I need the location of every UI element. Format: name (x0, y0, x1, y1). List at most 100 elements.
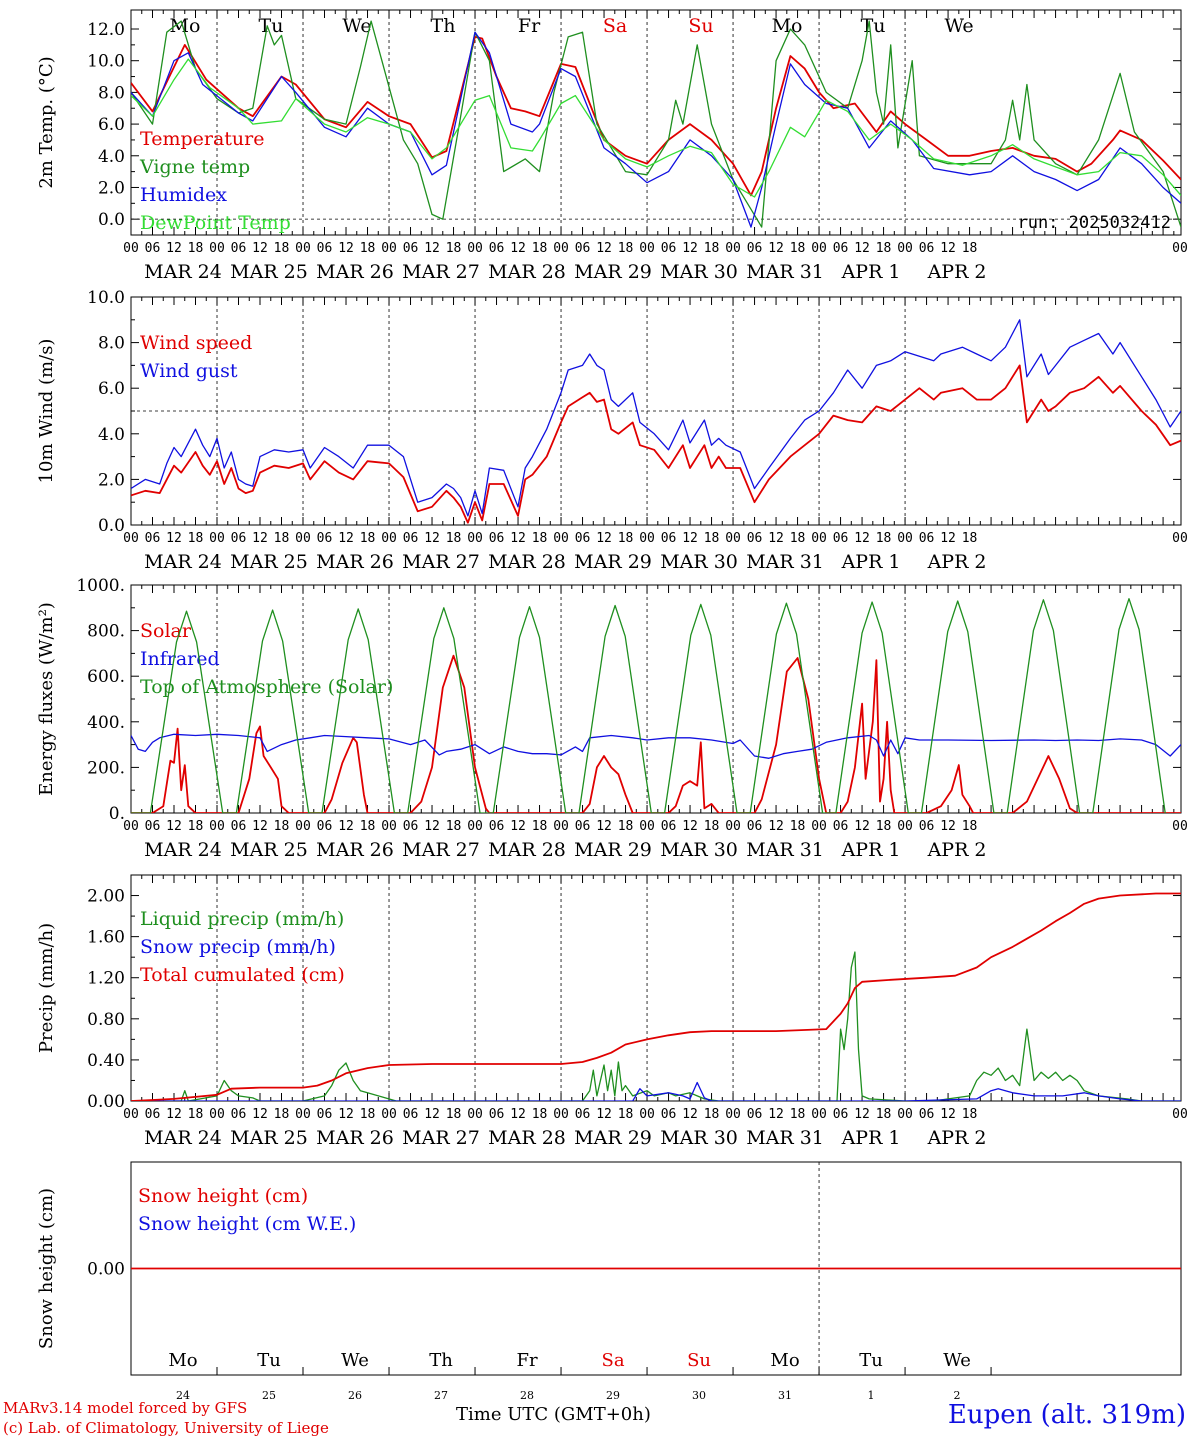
hour-tick-label: 00 (897, 819, 913, 834)
y-tick-label: 600. (87, 667, 125, 687)
hour-tick-label: 12 (768, 819, 784, 834)
date-label: MAR 28 (488, 551, 566, 573)
date-label: MAR 27 (402, 839, 480, 861)
hour-tick-label: 18 (360, 819, 376, 834)
legend-entry: Liquid precip (mm/h) (140, 908, 344, 930)
hour-tick-label: 12 (424, 241, 440, 256)
hour-tick-label: 12 (166, 819, 182, 834)
date-label: MAR 28 (488, 839, 566, 861)
day-number-label: 26 (348, 1389, 362, 1402)
date-label: MAR 24 (144, 1127, 222, 1149)
hour-tick-label: 00 (725, 819, 741, 834)
model-line: MARv3.14 model forced by GFS (3, 1399, 248, 1417)
hour-tick-label: 06 (919, 241, 935, 256)
hour-tick-label: 12 (854, 819, 870, 834)
hour-tick-label: 18 (962, 819, 978, 834)
hour-tick-label: 18 (704, 819, 720, 834)
y-tick-label: 0. (109, 804, 125, 824)
day-number-label: 31 (778, 1389, 792, 1402)
hour-tick-label: 18 (274, 819, 290, 834)
date-label: APR 2 (927, 839, 987, 861)
hour-tick-label: 00 (1172, 241, 1188, 256)
y-tick-label: 2.0 (98, 470, 125, 490)
date-label: MAR 24 (144, 551, 222, 573)
day-name-label: Sa (603, 15, 627, 37)
hour-tick-label: 18 (360, 1107, 376, 1122)
series-line-red (131, 36, 1181, 197)
y-tick-label: 0.00 (87, 1260, 125, 1280)
hour-tick-label: 18 (532, 819, 548, 834)
hour-tick-label: 06 (145, 819, 161, 834)
hour-tick-label: 18 (876, 241, 892, 256)
hour-tick-label: 12 (768, 531, 784, 546)
hour-tick-label: 18 (188, 531, 204, 546)
y-axis-label: 2m Temp. (°C) (36, 56, 57, 188)
hour-tick-label: 06 (489, 241, 505, 256)
hour-tick-label: 18 (962, 531, 978, 546)
hour-tick-label: 00 (897, 241, 913, 256)
hour-tick-label: 18 (876, 1107, 892, 1122)
hour-tick-label: 18 (790, 819, 806, 834)
hour-tick-label: 06 (833, 531, 849, 546)
hour-tick-label: 00 (123, 819, 139, 834)
date-label: MAR 24 (144, 839, 222, 861)
date-label: MAR 31 (746, 1127, 824, 1149)
day-name-label: Su (687, 1350, 711, 1371)
hour-tick-label: 00 (639, 531, 655, 546)
series-line-blue (131, 31, 1181, 228)
hour-tick-label: 12 (596, 241, 612, 256)
hour-tick-label: 12 (596, 531, 612, 546)
hour-tick-label: 06 (919, 531, 935, 546)
hour-tick-label: 00 (209, 241, 225, 256)
hour-tick-label: 18 (962, 1107, 978, 1122)
hour-tick-label: 06 (489, 819, 505, 834)
hour-tick-label: 00 (467, 531, 483, 546)
y-axis-label: Snow height (cm) (36, 1188, 57, 1349)
hour-tick-label: 06 (231, 1107, 247, 1122)
hour-tick-label: 06 (575, 531, 591, 546)
date-label: APR 1 (841, 1127, 901, 1149)
y-tick-label: 10.0 (87, 288, 125, 308)
hour-tick-label: 12 (682, 531, 698, 546)
day-name-label: Su (688, 15, 713, 37)
date-label: APR 1 (841, 261, 901, 283)
hour-tick-label: 18 (446, 531, 462, 546)
hour-tick-label: 18 (360, 531, 376, 546)
hour-tick-label: 00 (381, 1107, 397, 1122)
y-tick-label: 6.0 (98, 115, 125, 135)
hour-tick-label: 18 (188, 819, 204, 834)
day-name-label: Tu (259, 15, 284, 37)
legend-entry: Snow height (cm) (138, 1185, 308, 1207)
day-name-label: We (341, 1350, 369, 1371)
hour-tick-label: 06 (231, 241, 247, 256)
date-label: MAR 27 (402, 1127, 480, 1149)
hour-tick-label: 00 (381, 241, 397, 256)
hour-tick-label: 12 (338, 531, 354, 546)
hour-tick-label: 12 (682, 819, 698, 834)
hour-tick-label: 18 (876, 819, 892, 834)
hour-tick-label: 18 (704, 531, 720, 546)
y-tick-label: 6.0 (98, 379, 125, 399)
hour-tick-label: 00 (467, 819, 483, 834)
hour-tick-label: 00 (811, 819, 827, 834)
hour-tick-label: 00 (381, 531, 397, 546)
hour-tick-label: 12 (510, 819, 526, 834)
date-label: MAR 27 (402, 551, 480, 573)
hour-tick-label: 06 (747, 241, 763, 256)
series-line-blue (131, 733, 1181, 759)
hour-tick-label: 12 (338, 1107, 354, 1122)
y-axis-label: 10m Wind (m/s) (36, 339, 57, 484)
day-number-label: 1 (868, 1389, 875, 1402)
hour-tick-label: 06 (661, 819, 677, 834)
day-name-label: Fr (516, 1350, 537, 1371)
date-label: MAR 29 (574, 839, 652, 861)
hour-tick-label: 06 (231, 531, 247, 546)
y-tick-label: 1.20 (87, 969, 125, 989)
hour-tick-label: 00 (123, 241, 139, 256)
date-label: MAR 28 (488, 1127, 566, 1149)
hour-tick-label: 00 (639, 1107, 655, 1122)
hour-tick-label: 12 (252, 531, 268, 546)
hour-tick-label: 18 (962, 241, 978, 256)
hour-tick-label: 12 (166, 531, 182, 546)
day-number-label: 27 (434, 1389, 448, 1402)
